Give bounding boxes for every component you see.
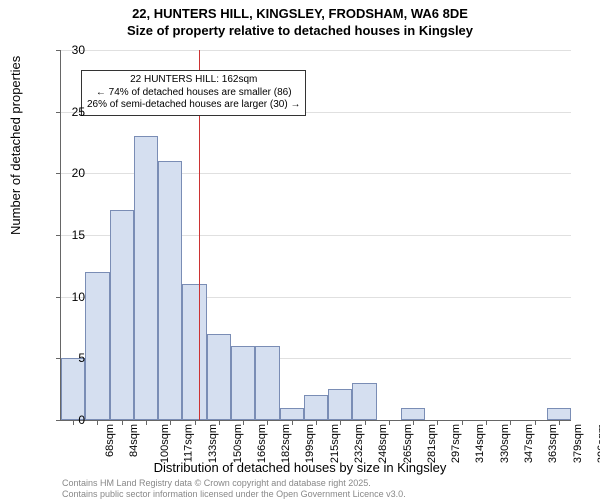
histogram-bar <box>182 284 206 420</box>
xtick-mark <box>292 420 293 425</box>
histogram-bar <box>61 358 85 420</box>
ytick-label: 10 <box>55 290 85 304</box>
xtick-mark <box>267 420 268 425</box>
xtick-mark <box>316 420 317 425</box>
gridline <box>61 50 571 51</box>
plot-area: 68sqm84sqm100sqm117sqm133sqm150sqm166sqm… <box>60 50 571 421</box>
xtick-label: 182sqm <box>280 424 292 463</box>
ytick-label: 20 <box>55 166 85 180</box>
histogram-bar <box>134 136 158 420</box>
xtick-mark <box>219 420 220 425</box>
xtick-label: 100sqm <box>159 424 171 463</box>
xtick-label: 133sqm <box>207 424 219 463</box>
xtick-label: 396sqm <box>596 424 600 463</box>
chart-title-line2: Size of property relative to detached ho… <box>0 23 600 38</box>
xtick-label: 281sqm <box>426 424 438 463</box>
xtick-label: 297sqm <box>450 424 462 463</box>
xtick-mark <box>243 420 244 425</box>
histogram-bar <box>207 334 231 420</box>
histogram-bar <box>231 346 255 420</box>
xtick-mark <box>195 420 196 425</box>
xtick-mark <box>365 420 366 425</box>
xtick-mark <box>510 420 511 425</box>
xtick-label: 215sqm <box>329 424 341 463</box>
histogram-bar <box>158 161 182 420</box>
y-axis-label: Number of detached properties <box>8 56 23 235</box>
ytick-label: 15 <box>55 228 85 242</box>
ytick-label: 0 <box>55 413 85 427</box>
histogram-bar <box>547 408 571 420</box>
xtick-mark <box>146 420 147 425</box>
xtick-label: 84sqm <box>128 424 140 457</box>
histogram-bar <box>401 408 425 420</box>
xtick-label: 117sqm <box>182 424 194 462</box>
xtick-mark <box>389 420 390 425</box>
xtick-mark <box>437 420 438 425</box>
xtick-label: 68sqm <box>104 424 116 457</box>
annotation-line3: 26% of semi-detached houses are larger (… <box>87 99 300 112</box>
xtick-label: 150sqm <box>232 424 244 463</box>
annotation-line1: 22 HUNTERS HILL: 162sqm <box>87 74 300 87</box>
histogram-bar <box>110 210 134 420</box>
histogram-bar <box>85 272 109 420</box>
xtick-label: 347sqm <box>523 424 535 463</box>
xtick-label: 199sqm <box>305 424 317 463</box>
xtick-mark <box>170 420 171 425</box>
ytick-label: 25 <box>55 105 85 119</box>
attribution-line2: Contains public sector information licen… <box>62 489 406 500</box>
xtick-label: 166sqm <box>256 424 268 463</box>
xtick-label: 314sqm <box>475 424 487 463</box>
xtick-label: 330sqm <box>499 424 511 463</box>
xtick-mark <box>413 420 414 425</box>
annotation-line2: ← 74% of detached houses are smaller (86… <box>87 87 300 100</box>
x-axis-label: Distribution of detached houses by size … <box>0 460 600 475</box>
chart-title-line1: 22, HUNTERS HILL, KINGSLEY, FRODSHAM, WA… <box>0 0 600 23</box>
xtick-label: 248sqm <box>377 424 389 463</box>
histogram-bar <box>352 383 376 420</box>
histogram-bar <box>304 395 328 420</box>
xtick-label: 363sqm <box>547 424 559 463</box>
xtick-label: 265sqm <box>402 424 414 463</box>
xtick-mark <box>535 420 536 425</box>
annotation-box: 22 HUNTERS HILL: 162sqm← 74% of detached… <box>81 70 306 116</box>
attribution: Contains HM Land Registry data © Crown c… <box>62 478 406 500</box>
chart-container: 22, HUNTERS HILL, KINGSLEY, FRODSHAM, WA… <box>0 0 600 500</box>
attribution-line1: Contains HM Land Registry data © Crown c… <box>62 478 406 489</box>
xtick-mark <box>486 420 487 425</box>
ytick-label: 30 <box>55 43 85 57</box>
xtick-mark <box>462 420 463 425</box>
xtick-label: 379sqm <box>572 424 584 463</box>
xtick-label: 232sqm <box>353 424 365 463</box>
histogram-bar <box>280 408 304 420</box>
histogram-bar <box>328 389 352 420</box>
xtick-mark <box>340 420 341 425</box>
xtick-mark <box>559 420 560 425</box>
xtick-mark <box>122 420 123 425</box>
ytick-label: 5 <box>55 351 85 365</box>
histogram-bar <box>255 346 279 420</box>
xtick-mark <box>97 420 98 425</box>
